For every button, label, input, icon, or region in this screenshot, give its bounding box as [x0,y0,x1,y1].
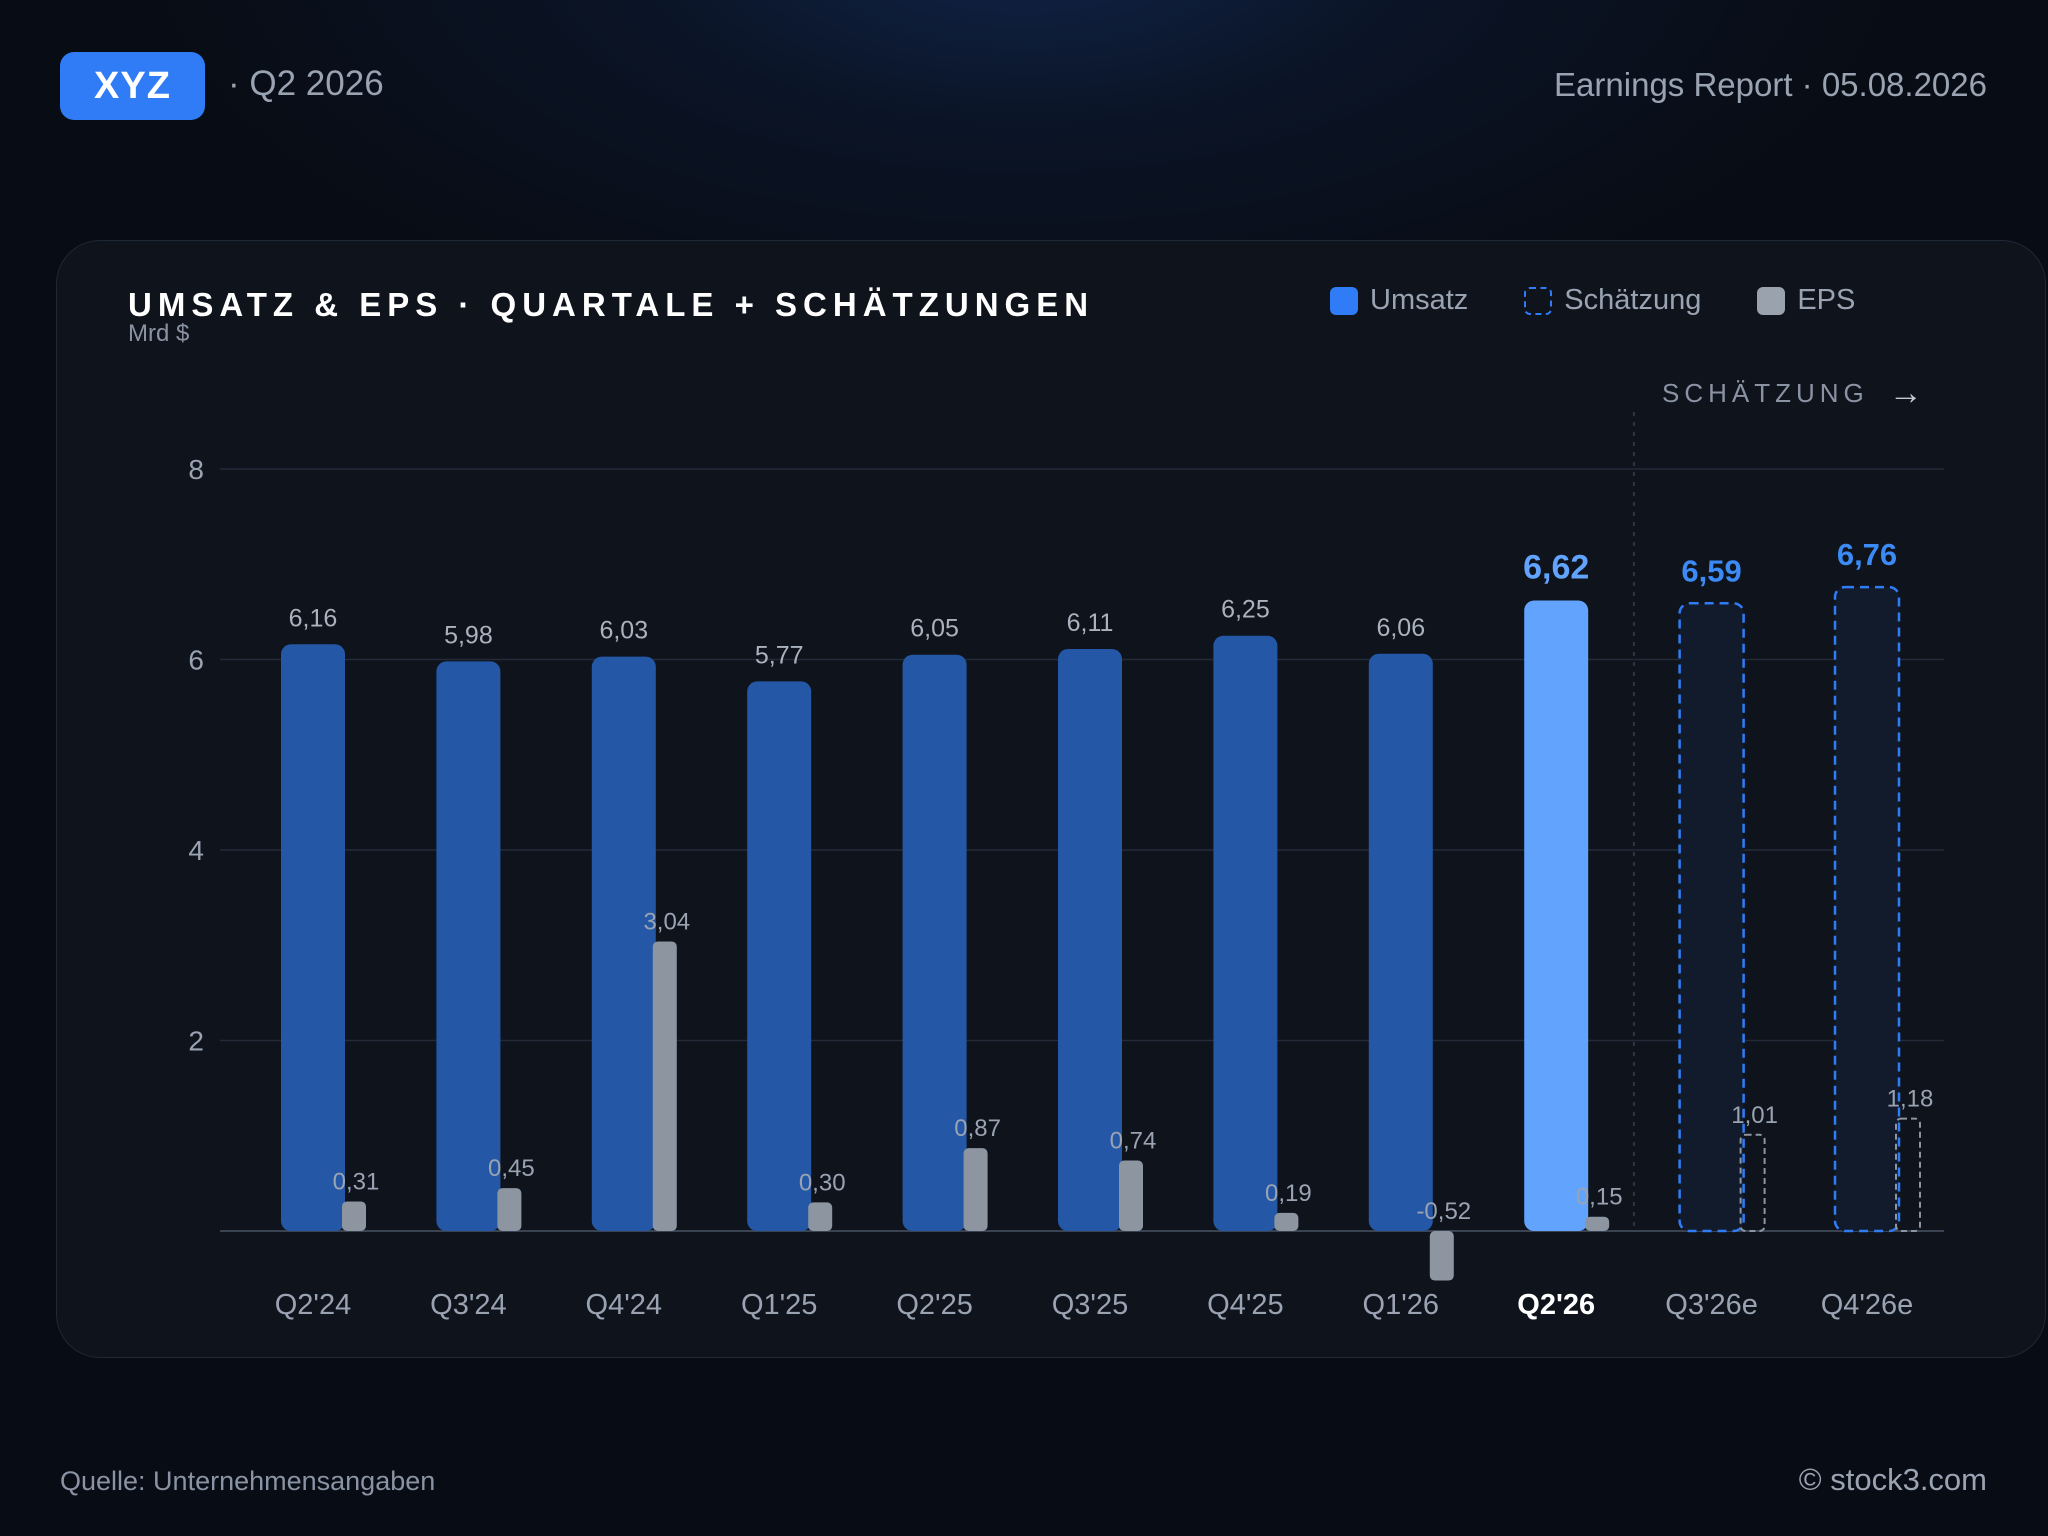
revenue-bar [281,644,345,1231]
report-date: Earnings Report · 05.08.2026 [1554,66,1987,103]
eps-bar [497,1188,522,1231]
eps-bar-estimate [1895,1117,1921,1232]
revenue-value-label: 6,16 [289,604,338,632]
revenue-value-label: 6,76 [1837,537,1897,572]
eps-bar [342,1201,366,1231]
x-tick-label: Q1'26 [1363,1289,1439,1321]
legend-label-revenue: Umsatz [1370,284,1469,316]
eps-value-label: 1,01 [1731,1102,1778,1129]
eps-value-label: 0,30 [799,1169,846,1196]
revenue-value-label: 6,06 [1376,614,1425,642]
x-tick-label: Q4'25 [1207,1289,1283,1321]
eps-bar [1274,1212,1299,1231]
y-tick-label: 4 [188,835,204,866]
eps-value-label: 3,04 [643,908,690,935]
revenue-value-label: 6,11 [1067,609,1114,637]
revenue-value-label: 6,05 [910,615,959,643]
legend-label-estimate: Schätzung [1564,284,1702,316]
eps-bar [1429,1231,1454,1281]
eps-value-label: 0,19 [1265,1180,1312,1207]
revenue-value-label: 6,25 [1221,596,1270,624]
ticker-badge: XYZ [60,52,205,120]
x-tick-label: Q3'26e [1665,1289,1758,1321]
revenue-value-label: 5,98 [444,621,493,649]
revenue-bar [902,654,967,1231]
eps-value-label: 0,31 [333,1168,380,1195]
eps-value-label: 0,15 [1576,1184,1623,1211]
source-note: Quelle: Unternehmensangaben [60,1466,436,1496]
y-axis-unit: Mrd $ [128,320,190,347]
x-tick-label: Q2'24 [275,1289,351,1321]
eps-bar [652,941,677,1231]
eps-bar [1585,1216,1610,1231]
estimate-marker: SCHÄTZUNG → [1662,374,1923,413]
chart-title: UMSATZ & EPS · QUARTALE + SCHÄTZUNGEN [128,286,1095,323]
legend-item-estimate: Schätzung [1524,284,1701,317]
x-tick-label: Q3'24 [430,1289,506,1321]
revenue-bar-estimate [1678,602,1745,1233]
eps-value-label: 1,18 [1887,1086,1934,1113]
legend-item-revenue: Umsatz [1330,284,1468,317]
y-tick-label: 2 [188,1026,204,1057]
arrow-right-icon: → [1888,374,1923,412]
estimate-marker-label: SCHÄTZUNG [1662,378,1869,408]
x-tick-label: Q1'25 [741,1289,817,1321]
revenue-bar [1368,653,1433,1231]
revenue-bar [436,661,501,1231]
x-tick-label: Q4'26e [1821,1289,1914,1321]
eps-bar-estimate [1739,1133,1766,1232]
revenue-bar [591,656,656,1231]
revenue-bar [747,681,812,1231]
x-tick-label: Q2'25 [896,1289,972,1321]
eps-bar [1119,1160,1143,1231]
report-period: · Q2 2026 [228,64,384,103]
eps-value-label: 0,87 [954,1115,1001,1142]
revenue-value-label: 5,77 [755,641,804,669]
legend-swatch-revenue [1330,286,1358,315]
chart-legend: Umsatz Schätzung EPS [1330,284,1855,317]
revenue-bar [1058,649,1122,1231]
revenue-bar [1213,635,1278,1231]
eps-value-label: 0,45 [488,1155,535,1182]
revenue-value-label: 6,59 [1681,553,1741,588]
revenue-bar-estimate [1833,585,1901,1233]
revenue-value-label: 6,62 [1523,548,1589,586]
legend-swatch-estimate [1524,286,1553,315]
y-tick-label: 6 [188,645,204,676]
legend-swatch-eps [1757,286,1786,315]
y-tick-label: 8 [188,454,204,485]
eps-value-label: 0,74 [1110,1128,1157,1155]
x-tick-label: Q3'25 [1052,1289,1128,1321]
legend-item-eps: EPS [1757,284,1855,317]
revenue-bar-current [1524,600,1589,1231]
x-tick-label: Q4'24 [586,1289,662,1321]
eps-bar [808,1202,833,1231]
eps-value-label: -0,52 [1416,1198,1471,1225]
x-tick-label: Q2'26 [1517,1289,1595,1321]
revenue-value-label: 6,03 [599,617,648,645]
legend-label-eps: EPS [1797,284,1856,316]
copyright: © stock3.com [1798,1462,1987,1497]
eps-bar [963,1148,988,1231]
